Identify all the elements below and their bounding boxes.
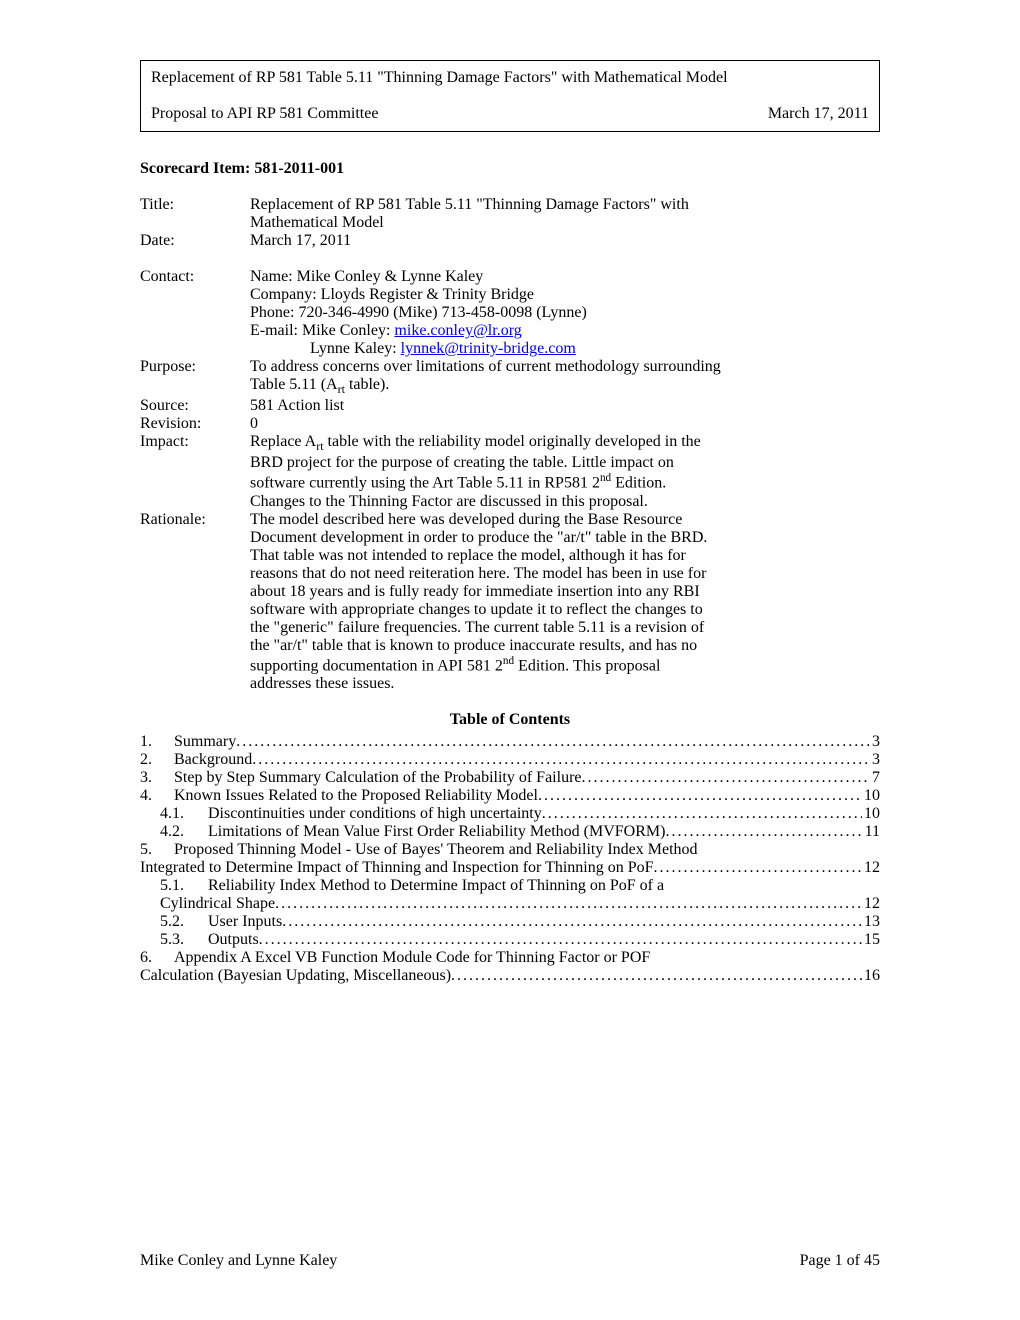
title-value: Replacement of RP 581 Table 5.11 "Thinni… xyxy=(250,196,880,232)
toc-page: 3 xyxy=(870,733,880,751)
toc-text: User Inputs xyxy=(208,913,282,931)
toc-entry: 1.Summary 3 xyxy=(140,733,880,751)
header-box: Replacement of RP 581 Table 5.11 "Thinni… xyxy=(140,60,880,132)
toc: 1.Summary32.Background33.Step by Step Su… xyxy=(140,733,880,985)
toc-num: 1. xyxy=(140,733,174,751)
toc-leader xyxy=(582,769,871,787)
toc-text: Summary xyxy=(174,733,236,751)
source-value: 581 Action list xyxy=(250,397,880,415)
toc-leader xyxy=(538,787,862,805)
toc-text: Background xyxy=(174,751,252,769)
page: Replacement of RP 581 Table 5.11 "Thinni… xyxy=(0,0,1020,1035)
toc-entry-cont: Calculation (Bayesian Updating, Miscella… xyxy=(140,967,880,985)
header-subtitle: Proposal to API RP 581 Committee xyxy=(151,105,378,123)
toc-leader xyxy=(282,913,862,931)
toc-num: 5.3. xyxy=(160,931,208,949)
toc-page: 7 xyxy=(870,769,880,787)
toc-page: 10 xyxy=(862,787,880,805)
toc-page: 13 xyxy=(862,913,880,931)
toc-num: 4.2. xyxy=(160,823,208,841)
impact-value: Replace Art table with the reliability m… xyxy=(250,433,880,511)
scorecard-item: Scorecard Item: 581-2011-001 xyxy=(140,160,880,178)
toc-entry: 2.Background 3 xyxy=(140,751,880,769)
toc-leader xyxy=(542,805,862,823)
date-value: March 17, 2011 xyxy=(250,232,880,250)
meta-table: Title: Replacement of RP 581 Table 5.11 … xyxy=(140,196,880,693)
contact-label: Contact: xyxy=(140,268,250,358)
email-link-2[interactable]: lynnek@trinity-bridge.com xyxy=(401,340,576,357)
email-link-1[interactable]: mike.conley@lr.org xyxy=(394,322,521,339)
toc-num: 3. xyxy=(140,769,174,787)
toc-entry: 4.1.Discontinuities under conditions of … xyxy=(140,805,880,823)
toc-leader xyxy=(252,751,870,769)
toc-leader xyxy=(665,823,862,841)
footer-page: Page 1 of 45 xyxy=(800,1252,880,1270)
toc-entry: 5.2.User Inputs 13 xyxy=(140,913,880,931)
toc-page: 10 xyxy=(862,805,880,823)
rationale-label: Rationale: xyxy=(140,511,250,693)
toc-entry: 5.Proposed Thinning Model - Use of Bayes… xyxy=(140,841,880,859)
toc-page: 15 xyxy=(862,931,880,949)
toc-entry-cont: Cylindrical Shape12 xyxy=(140,895,880,913)
toc-leader xyxy=(236,733,870,751)
rationale-value: The model described here was developed d… xyxy=(250,511,880,693)
date-label: Date: xyxy=(140,232,250,250)
purpose-label: Purpose: xyxy=(140,358,250,397)
toc-page: 3 xyxy=(870,751,880,769)
toc-num: 2. xyxy=(140,751,174,769)
revision-label: Revision: xyxy=(140,415,250,433)
toc-entry-cont: Integrated to Determine Impact of Thinni… xyxy=(140,859,880,877)
header-title: Replacement of RP 581 Table 5.11 "Thinni… xyxy=(151,69,869,87)
revision-value: 0 xyxy=(250,415,880,433)
toc-entry: 5.3.Outputs 15 xyxy=(140,931,880,949)
source-label: Source: xyxy=(140,397,250,415)
toc-text: Limitations of Mean Value First Order Re… xyxy=(208,823,665,841)
toc-entry: 4.2.Limitations of Mean Value First Orde… xyxy=(140,823,880,841)
footer-author: Mike Conley and Lynne Kaley xyxy=(140,1252,337,1270)
toc-entry: 3.Step by Step Summary Calculation of th… xyxy=(140,769,880,787)
header-row: Proposal to API RP 581 Committee March 1… xyxy=(151,105,869,123)
toc-leader xyxy=(259,931,862,949)
title-label: Title: xyxy=(140,196,250,232)
toc-entry: 4.Known Issues Related to the Proposed R… xyxy=(140,787,880,805)
toc-entry: 6.Appendix A Excel VB Function Module Co… xyxy=(140,949,880,967)
toc-text: Known Issues Related to the Proposed Rel… xyxy=(174,787,538,805)
toc-heading: Table of Contents xyxy=(140,711,880,729)
toc-text: Step by Step Summary Calculation of the … xyxy=(174,769,582,787)
contact-value: Name: Mike Conley & Lynne Kaley Company:… xyxy=(250,268,880,358)
toc-entry: 5.1.Reliability Index Method to Determin… xyxy=(140,877,880,895)
toc-page: 11 xyxy=(863,823,880,841)
toc-num: 4. xyxy=(140,787,174,805)
footer: Mike Conley and Lynne Kaley Page 1 of 45 xyxy=(140,1252,880,1270)
impact-label: Impact: xyxy=(140,433,250,511)
toc-num: 4.1. xyxy=(160,805,208,823)
header-date: March 17, 2011 xyxy=(768,105,869,123)
toc-text: Discontinuities under conditions of high… xyxy=(208,805,542,823)
toc-text: Outputs xyxy=(208,931,259,949)
purpose-value: To address concerns over limitations of … xyxy=(250,358,880,397)
toc-num: 5.2. xyxy=(160,913,208,931)
